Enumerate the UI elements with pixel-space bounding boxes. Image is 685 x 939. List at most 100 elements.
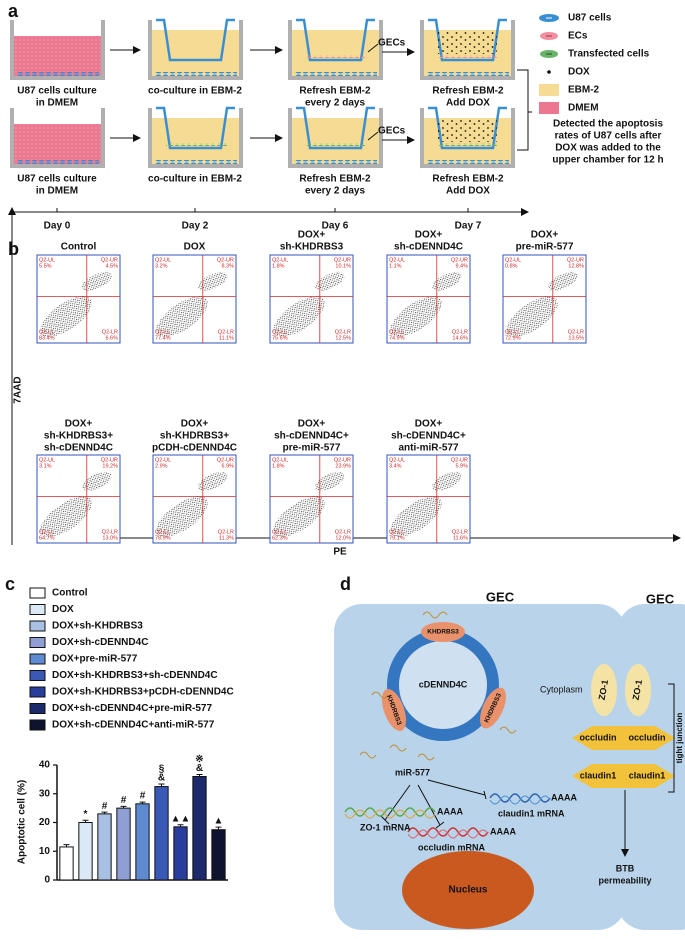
plot-title: DOX+ [298,419,326,430]
y-tick-label: 40 [39,760,51,771]
gecs-label: GECs [378,38,406,49]
legend-label: Transfected cells [568,49,650,60]
bar [192,776,207,881]
quadrant-value: 23.9% [335,463,351,469]
y-tick-label: 20 [39,817,51,828]
mrna-label: occludin mRNA [418,842,486,852]
quadrant-value: 2.9% [155,463,168,469]
quadrant-value: 9.4% [455,263,468,269]
bar [78,822,93,881]
error-bar [82,819,89,823]
legend-label: DOX+sh-cDENND4C+anti-miR-577 [52,720,215,731]
legend-swatch [29,670,46,681]
quadrant-value: 62.3% [272,535,288,541]
quadrant-name: Q2-LR [452,529,468,535]
quadrant-value: 72.9% [505,335,521,341]
bar [97,813,112,881]
nucleus-label: Nucleus [449,885,488,896]
bar [211,829,226,881]
occludin-label: occludin [628,732,665,742]
plot-title: DOX+ [298,230,326,241]
plot-title: sh-KHDRBS3+ [44,431,113,442]
occludin-label: occludin [579,732,616,742]
significance-mark: ※ [195,754,203,765]
y-tick-label: 10 [39,846,51,857]
plot-title: sh-cDENND4C+ [274,431,349,442]
step-label: Add DOX [446,186,490,197]
quadrant-value: 11.3% [219,535,234,541]
plot-title: sh-KHDRBS3 [280,242,344,253]
schematic-labels: d GEC GEC cDENND4C KHDRBS3 KHDRBS3 KHDRB… [340,574,684,896]
plot-title: sh-cDENND4C [44,443,113,454]
plot-title: DOX+ [531,230,559,241]
zo1-label: ZO-1 [597,679,610,701]
panel-label: c [5,574,15,594]
quadrant-name: Q2-LR [102,529,118,535]
quadrant-name: Q2-UR [217,257,234,263]
error-bar [63,844,70,847]
event-cloud [547,272,578,291]
quadrant-name: Q2-UL [39,257,55,263]
cell-label: GEC [486,589,515,604]
event-cloud [273,496,325,537]
quadrant-name: Q2-UR [101,457,118,463]
quadrant-name: Q2-UL [39,457,55,463]
quadrant-name: Q2-LL [155,329,170,335]
legend-swatch [29,703,46,714]
quadrant-value: 1.8% [272,463,285,469]
quadrant-value: 3.4% [389,463,402,469]
tight-junction-label: tight junction [675,713,684,764]
legend-swatch [29,620,46,632]
event-cloud [197,472,228,491]
legend-label: EBM-2 [568,85,600,96]
legend-swatch [29,719,46,731]
zo1-label: ZO-1 [631,679,644,701]
event-cloud [156,296,208,337]
error-bar [158,783,165,787]
polya-label: AAAA [490,826,516,836]
panel-label: d [340,574,351,594]
significance-mark: # [121,795,127,806]
y-tick-label: 0 [44,875,50,886]
quadrant-value: 12.8% [568,263,584,269]
step-labels: U87 cells culture in DMEM co-culture in … [17,86,504,232]
quadrant-value: 13.0% [102,535,118,541]
outcome-label: permeability [598,875,651,885]
step-label: Refresh EBM-2 [299,86,371,97]
polya-label: AAAA [551,792,577,802]
day-label: Day 7 [455,221,482,232]
quadrant-name: Q2-UR [101,257,118,263]
outcome-label: BTB [616,863,635,873]
bar [116,807,131,881]
error-bar [120,805,127,809]
legend-label: U87 cells [568,13,612,24]
quadrant-value: 11.1% [219,335,234,341]
plot-title: DOX [184,242,206,253]
step-label: co-culture in EBM-2 [148,174,242,185]
quadrant-name: Q2-LR [335,529,351,535]
quadrant-name: Q2-LR [102,329,118,335]
quadrant-value: 5.9% [455,463,468,469]
event-cloud [390,296,442,337]
quadrant-name: Q2-LR [218,529,234,535]
quadrant-name: Q2-LR [335,329,351,335]
bar-chart: Apoptotic cell (%) 0 10 20 30 40 Control DOX DO… [17,587,234,886]
legend-swatch [29,587,46,599]
significance-mark: ▲ [214,816,224,827]
event-cloud [390,496,442,537]
gecs-label: GECs [378,126,406,137]
quadrant-name: Q2-UL [272,457,288,463]
panel-label: b [8,239,19,259]
step-label: U87 cells culture [17,174,97,185]
plot-title: sh-cDENND4C+ [391,431,466,442]
plot-title: pCDH-cDENND4C [152,443,237,454]
quadrant-value: 12.0% [335,535,351,541]
event-cloud [156,496,208,537]
x-axis-label: PE [333,547,347,558]
quadrant-value: 5.5% [39,263,52,269]
legend-label: DOX+sh-KHDRBS3+sh-cDENND4C [52,670,218,681]
quadrant-value: 13.5% [568,335,584,341]
bar [59,846,74,881]
bar [135,803,150,881]
significance-mark: & [196,763,203,774]
